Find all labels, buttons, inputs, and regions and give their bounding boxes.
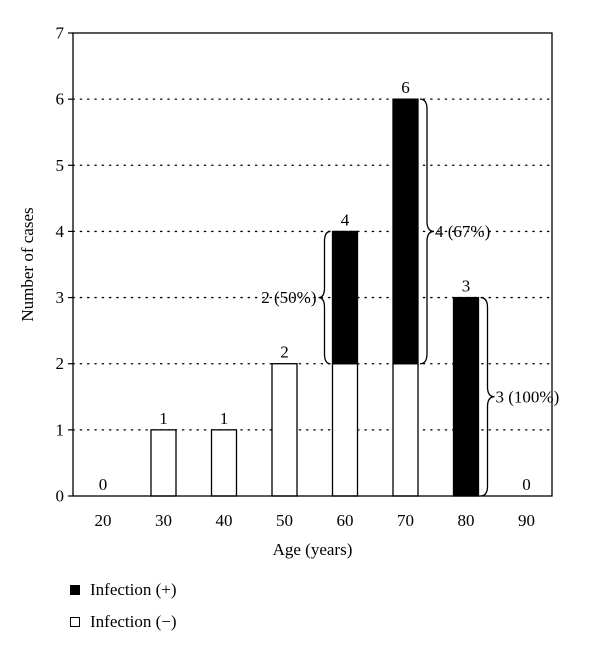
plot-frame — [72, 32, 553, 497]
y-tick-label: 2 — [56, 354, 65, 373]
bars — [150, 98, 480, 497]
legend-swatch-positive — [70, 585, 80, 595]
bar-total-label: 3 — [462, 277, 471, 296]
annotation-braces: 2 (50%) 4 (67%) 3 (100%) — [261, 98, 560, 497]
annotation-brace — [419, 98, 435, 365]
y-tick-label: 4 — [56, 222, 65, 241]
y-axis-label: Number of cases — [18, 207, 37, 321]
bar-total-label: 1 — [159, 409, 168, 428]
x-tick-label: 30 — [155, 511, 172, 530]
legend-label-positive: Infection (+) — [90, 580, 177, 599]
annotation-label: 2 (50%) — [261, 288, 316, 307]
x-tick-label: 50 — [276, 511, 293, 530]
legend-label-negative: Infection (−) — [90, 612, 177, 631]
x-tick-label: 60 — [337, 511, 354, 530]
y-tick-label: 6 — [56, 90, 65, 109]
y-tick-label: 7 — [56, 24, 65, 43]
bar-infection-positive — [331, 230, 359, 365]
bar-total-label: 4 — [341, 210, 350, 229]
legend-item-positive: Infection (+) — [70, 580, 177, 600]
y-tick-label: 0 — [56, 487, 65, 506]
data-labels: 0 1 1 2 4 6 3 0 — [99, 78, 531, 494]
bar-total-label: 0 — [522, 475, 531, 494]
x-axis-label: Age (years) — [273, 540, 353, 559]
x-tick-label: 20 — [95, 511, 112, 530]
bar-infection-negative — [210, 429, 238, 497]
bar-total-label: 6 — [401, 78, 410, 97]
y-axis-ticks: 0 1 2 3 4 5 6 7 — [56, 24, 73, 506]
annotation-label: 3 (100%) — [496, 387, 560, 406]
x-tick-label: 90 — [518, 511, 535, 530]
y-tick-label: 5 — [56, 156, 65, 175]
x-tick-label: 40 — [216, 511, 233, 530]
y-tick-label: 1 — [56, 420, 65, 439]
bar-infection-positive — [452, 296, 480, 497]
x-tick-label: 80 — [458, 511, 475, 530]
legend-item-negative: Infection (−) — [70, 612, 177, 632]
annotation-brace — [318, 230, 331, 365]
bar-infection-negative — [331, 363, 359, 497]
grid-lines — [72, 98, 553, 431]
annotation-label: 4 (67%) — [435, 222, 490, 241]
x-axis-ticks: 20 30 40 50 60 70 80 90 — [95, 511, 536, 530]
x-tick-label: 70 — [397, 511, 414, 530]
bar-infection-negative — [271, 363, 298, 497]
bar-total-label: 0 — [99, 475, 108, 494]
legend-swatch-negative — [70, 617, 80, 627]
bar-total-label: 2 — [280, 343, 289, 362]
bar-total-label: 1 — [220, 409, 229, 428]
bar-infection-positive — [392, 98, 419, 365]
annotation-brace — [480, 296, 495, 497]
bar-infection-negative — [392, 363, 419, 497]
bar-infection-negative — [150, 429, 177, 497]
y-tick-label: 3 — [56, 288, 65, 307]
legend: Infection (+) Infection (−) — [70, 580, 177, 644]
